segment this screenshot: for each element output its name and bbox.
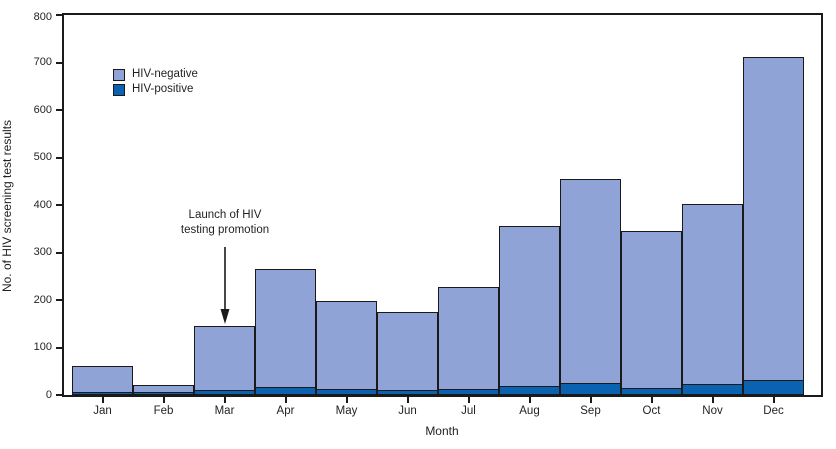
plot-area: HIV-negative HIV-positive Launch of HIV … — [62, 13, 823, 397]
annotation-line-1: Launch of HIV — [188, 209, 262, 221]
y-tick-label-0: 0 — [45, 388, 52, 401]
bar-aug — [499, 226, 560, 395]
x-tick-mark-jan — [101, 397, 104, 403]
bar-mar-positive-segment — [195, 390, 254, 394]
x-tick-mark-aug — [528, 397, 531, 403]
y-axis-title: No. of HIV screening test results — [0, 119, 14, 293]
plot-inner: HIV-negative HIV-positive Launch of HIV … — [64, 15, 821, 395]
x-tick-mark-dec — [772, 397, 775, 403]
bar-sep-positive-segment — [561, 383, 620, 394]
hiv-negative-swatch-icon — [113, 68, 125, 81]
annotation-text: Launch of HIV testing promotion — [160, 208, 290, 238]
y-tick-label-500: 500 — [33, 151, 52, 163]
legend-label-positive: HIV-positive — [132, 83, 194, 95]
hiv-positive-swatch-icon — [113, 83, 125, 96]
legend-row-negative: HIV-negative — [113, 67, 198, 82]
x-tick-label-sep: Sep — [580, 405, 601, 417]
y-tick-label-700: 700 — [33, 56, 52, 68]
down-arrow-icon — [220, 247, 230, 324]
x-tick-label-aug: Aug — [519, 405, 540, 417]
x-tick-label-oct: Oct — [642, 405, 661, 417]
x-tick-label-jan: Jan — [93, 405, 112, 417]
x-tick-label-jul: Jul — [461, 405, 476, 417]
y-tick-mark-500 — [56, 156, 62, 159]
bar-nov — [682, 204, 743, 395]
x-tick-label-apr: Apr — [276, 405, 295, 417]
bar-feb-positive-segment — [134, 392, 193, 394]
bar-jun-positive-segment — [378, 390, 437, 394]
annotation-line-2: testing promotion — [180, 224, 270, 236]
bar-feb — [133, 385, 194, 395]
bar-oct-positive-segment — [622, 388, 681, 394]
x-tick-mark-jun — [406, 397, 409, 403]
legend-row-positive: HIV-positive — [113, 82, 198, 97]
bar-jan — [72, 366, 133, 395]
y-tick-label-400: 400 — [33, 198, 52, 211]
y-tick-label-100: 100 — [33, 341, 52, 353]
x-tick-label-mar: Mar — [214, 405, 235, 417]
y-tick-mark-600 — [56, 109, 62, 111]
bar-may — [316, 301, 377, 395]
y-tick-label-800: 800 — [33, 10, 52, 23]
y-tick-mark-100 — [56, 346, 62, 349]
y-tick-mark-700 — [56, 61, 62, 64]
bar-apr-positive-segment — [256, 387, 315, 394]
x-tick-mark-mar — [223, 397, 226, 403]
x-tick-mark-apr — [284, 397, 287, 403]
bar-mar — [194, 326, 255, 395]
x-tick-label-jun: Jun — [398, 405, 417, 417]
bar-apr — [255, 269, 316, 395]
bar-jan-positive-segment — [73, 392, 132, 394]
x-axis-title: Month — [425, 424, 459, 438]
bar-jun — [377, 312, 438, 395]
bar-dec — [743, 57, 804, 395]
y-tick-label-600: 600 — [33, 103, 52, 116]
y-tick-mark-400 — [56, 204, 62, 206]
bar-jul-positive-segment — [439, 389, 498, 394]
bar-nov-positive-segment — [683, 384, 742, 394]
x-tick-label-nov: Nov — [702, 405, 723, 417]
x-tick-label-may: May — [335, 405, 358, 417]
x-tick-label-dec: Dec — [763, 405, 784, 417]
y-tick-label-300: 300 — [33, 246, 52, 258]
bar-sep — [560, 179, 621, 395]
y-tick-label-200: 200 — [33, 293, 52, 306]
x-tick-mark-jul — [467, 397, 470, 403]
bar-may-positive-segment — [317, 389, 376, 394]
legend-label-negative: HIV-negative — [132, 68, 198, 80]
x-tick-mark-nov — [711, 397, 714, 403]
x-tick-mark-oct — [650, 397, 653, 403]
y-tick-mark-200 — [56, 299, 62, 301]
y-tick-mark-800 — [56, 14, 62, 16]
x-tick-mark-feb — [162, 397, 165, 403]
bar-dec-positive-segment — [744, 380, 803, 394]
y-tick-mark-0 — [56, 394, 62, 396]
bar-aug-positive-segment — [500, 386, 559, 394]
x-tick-label-feb: Feb — [153, 405, 174, 417]
bar-jul — [438, 287, 499, 395]
x-tick-mark-may — [345, 397, 348, 403]
bar-oct — [621, 231, 682, 395]
y-tick-mark-300 — [56, 251, 62, 254]
x-tick-mark-sep — [589, 397, 592, 403]
legend: HIV-negative HIV-positive — [113, 67, 198, 97]
